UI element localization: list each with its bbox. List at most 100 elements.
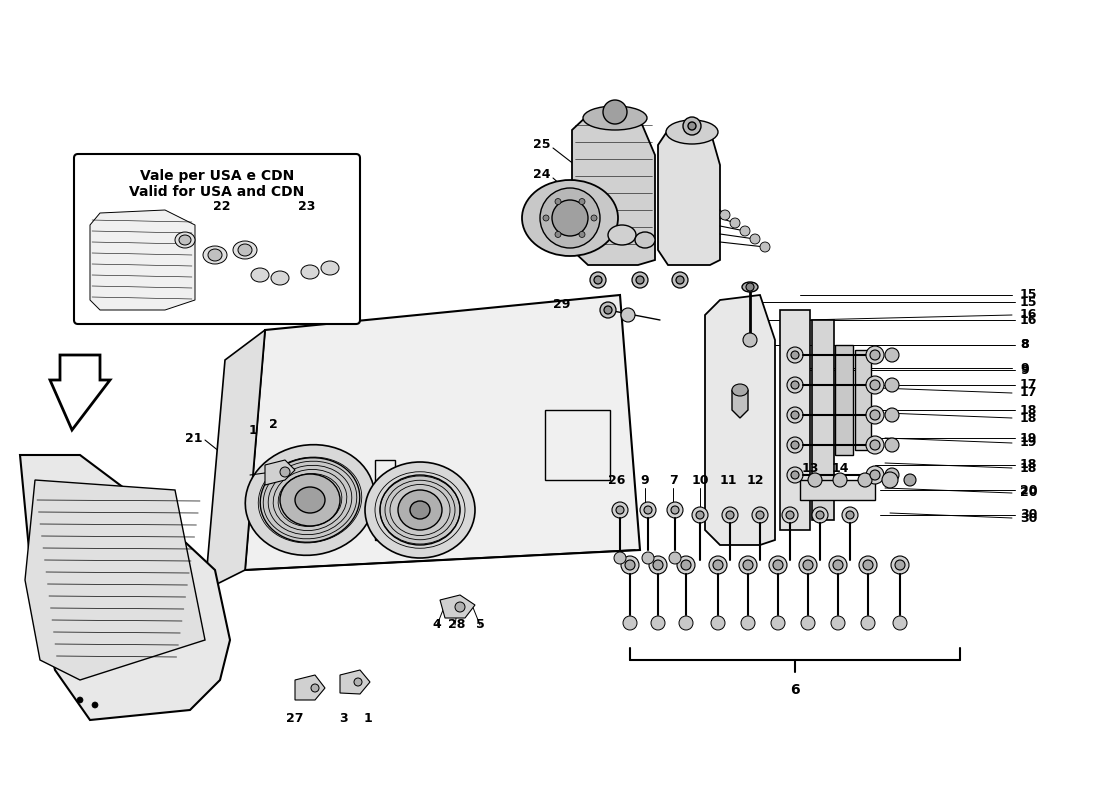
Bar — [812, 320, 834, 520]
Circle shape — [676, 556, 695, 574]
Circle shape — [600, 302, 616, 318]
Ellipse shape — [321, 261, 339, 275]
Polygon shape — [658, 130, 720, 265]
Circle shape — [713, 560, 723, 570]
Circle shape — [858, 473, 872, 487]
Text: 1: 1 — [249, 423, 257, 437]
Circle shape — [614, 552, 626, 564]
Circle shape — [760, 242, 770, 252]
Circle shape — [882, 472, 898, 488]
Ellipse shape — [635, 232, 654, 248]
Ellipse shape — [608, 225, 636, 245]
Circle shape — [77, 697, 82, 703]
Text: 12: 12 — [746, 474, 763, 486]
Circle shape — [681, 560, 691, 570]
Text: 22: 22 — [213, 201, 231, 214]
Text: 28: 28 — [449, 618, 465, 631]
Text: 11: 11 — [719, 474, 737, 486]
Circle shape — [653, 560, 663, 570]
Ellipse shape — [365, 462, 475, 558]
Circle shape — [786, 511, 794, 519]
Ellipse shape — [742, 282, 758, 292]
Text: 29: 29 — [552, 298, 570, 311]
Bar — [544, 410, 610, 480]
Circle shape — [791, 411, 799, 419]
Polygon shape — [440, 595, 475, 618]
Circle shape — [604, 306, 612, 314]
Ellipse shape — [175, 232, 195, 248]
Circle shape — [870, 380, 880, 390]
Circle shape — [625, 560, 635, 570]
Circle shape — [311, 684, 319, 692]
Circle shape — [649, 556, 667, 574]
Circle shape — [791, 381, 799, 389]
Ellipse shape — [271, 271, 289, 285]
Polygon shape — [572, 115, 654, 265]
Text: 17: 17 — [1020, 378, 1037, 391]
Circle shape — [739, 556, 757, 574]
Circle shape — [866, 406, 884, 424]
Circle shape — [870, 440, 880, 450]
Circle shape — [866, 376, 884, 394]
Circle shape — [672, 272, 688, 288]
Text: Valid for USA and CDN: Valid for USA and CDN — [130, 185, 305, 199]
Circle shape — [870, 350, 880, 360]
Circle shape — [866, 436, 884, 454]
Circle shape — [636, 276, 644, 284]
Circle shape — [692, 507, 708, 523]
Circle shape — [688, 122, 696, 130]
Circle shape — [750, 234, 760, 244]
Circle shape — [786, 407, 803, 423]
Ellipse shape — [233, 241, 257, 259]
Circle shape — [816, 511, 824, 519]
Circle shape — [791, 441, 799, 449]
Bar — [800, 480, 874, 500]
Ellipse shape — [179, 235, 191, 245]
Text: 16: 16 — [1020, 309, 1037, 322]
Circle shape — [710, 556, 727, 574]
Text: 19: 19 — [1020, 437, 1037, 450]
Circle shape — [833, 473, 847, 487]
Circle shape — [720, 210, 730, 220]
Text: 27: 27 — [286, 711, 304, 725]
Circle shape — [612, 502, 628, 518]
Circle shape — [893, 616, 907, 630]
Ellipse shape — [251, 268, 270, 282]
Text: 8: 8 — [1020, 338, 1028, 351]
Text: 5: 5 — [475, 618, 484, 631]
Ellipse shape — [280, 474, 340, 526]
Circle shape — [791, 471, 799, 479]
Polygon shape — [732, 390, 748, 418]
Circle shape — [696, 511, 704, 519]
Circle shape — [679, 616, 693, 630]
Text: 15: 15 — [1020, 289, 1037, 302]
Circle shape — [540, 188, 600, 248]
Circle shape — [683, 117, 701, 135]
Ellipse shape — [398, 490, 442, 530]
Circle shape — [904, 474, 916, 486]
Circle shape — [579, 231, 585, 238]
Polygon shape — [90, 210, 195, 310]
Text: 10: 10 — [691, 474, 708, 486]
Polygon shape — [265, 460, 295, 485]
Text: 17: 17 — [1020, 386, 1037, 399]
Ellipse shape — [410, 501, 430, 519]
Ellipse shape — [732, 384, 748, 396]
Text: 13: 13 — [801, 462, 818, 474]
Circle shape — [769, 556, 786, 574]
Circle shape — [786, 467, 803, 483]
Circle shape — [280, 467, 290, 477]
Circle shape — [722, 507, 738, 523]
Circle shape — [752, 507, 768, 523]
Circle shape — [846, 511, 854, 519]
Text: 18: 18 — [1020, 403, 1037, 417]
Ellipse shape — [379, 475, 460, 545]
Text: 15: 15 — [1020, 295, 1037, 309]
Circle shape — [651, 616, 666, 630]
Circle shape — [455, 602, 465, 612]
Text: 21: 21 — [185, 431, 202, 445]
Circle shape — [771, 616, 785, 630]
Bar — [855, 350, 871, 450]
Text: Vale per USA e CDN: Vale per USA e CDN — [140, 169, 294, 183]
Text: 18: 18 — [1020, 462, 1037, 474]
